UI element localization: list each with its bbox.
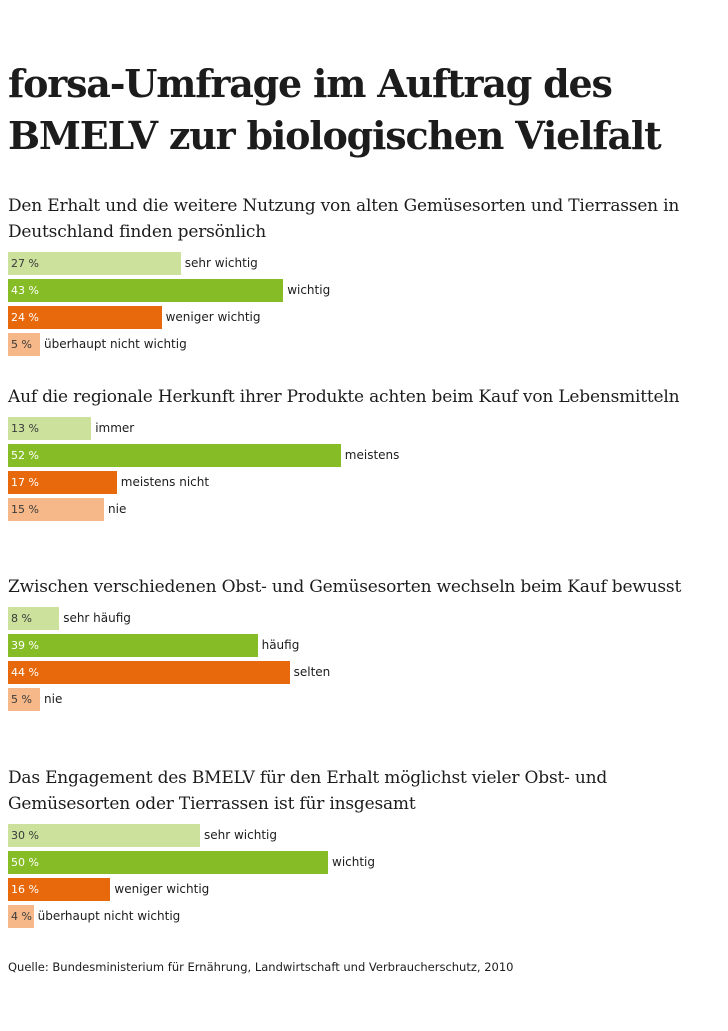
bar-row: 44 % selten — [8, 659, 723, 686]
bar: 13 % — [8, 417, 92, 440]
bar: 4 % — [8, 905, 34, 928]
value-label: 43 % — [11, 284, 39, 297]
bar-row: 13 % immer — [8, 415, 723, 442]
value-label: 39 % — [11, 639, 39, 652]
value-label: 13 % — [11, 422, 39, 435]
bar-row: 52 % meistens — [8, 442, 723, 469]
bar-list: 30 % sehr wichtig 50 % wichtig 16 % weniger w… — [8, 822, 723, 930]
question-1-title: Den Erhalt und die weitere Nutzung von a… — [8, 196, 680, 242]
bar: 27 % — [8, 252, 181, 275]
bar-list: 27 % sehr wichtig 43 % wichtig 24 % weniger w… — [8, 250, 723, 358]
category-label: immer — [95, 421, 135, 435]
bar-row: 30 % sehr wichtig — [8, 822, 723, 849]
category-label: wichtig — [332, 855, 376, 869]
value-label: 17 % — [11, 476, 39, 489]
bar-row: 27 % sehr wichtig — [8, 250, 723, 277]
chart-section-3: Zwischen verschiedenen Obst- und Gemüses… — [8, 574, 723, 713]
bar: 5 % — [8, 333, 40, 356]
category-label: selten — [293, 665, 331, 679]
value-label: 30 % — [11, 829, 39, 842]
value-label: 15 % — [11, 503, 39, 516]
bar: 16 % — [8, 878, 111, 901]
bar-row: 39 % häufig — [8, 632, 723, 659]
category-label: überhaupt nicht wichtig — [37, 909, 181, 923]
bar: 17 % — [8, 471, 117, 494]
value-label: 50 % — [11, 856, 39, 869]
bar: 30 % — [8, 824, 200, 847]
category-label: überhaupt nicht wichtig — [44, 337, 187, 351]
bar-row: 15 % nie — [8, 496, 723, 523]
value-label: 44 % — [11, 666, 39, 679]
value-label: 16 % — [11, 883, 39, 896]
category-label: nie — [44, 692, 63, 706]
bar-row: 17 % meistens nicht — [8, 469, 723, 496]
value-label: 5 % — [11, 338, 32, 351]
category-label: weniger wichtig — [165, 310, 261, 324]
bar: 39 % — [8, 634, 258, 657]
question-4-title: Das Engagement des BMELV für den Erhalt … — [8, 768, 608, 814]
bar: 24 % — [8, 306, 162, 329]
bar: 5 % — [8, 688, 40, 711]
category-label: weniger wichtig — [114, 882, 210, 896]
bar-list: 13 % immer 52 % meistens 17 % meistens nicht 1… — [8, 415, 723, 523]
category-label: nie — [108, 502, 127, 516]
bar-row: 50 % wichtig — [8, 849, 723, 876]
bar-row: 5 % überhaupt nicht wichtig — [8, 331, 723, 358]
value-label: 24 % — [11, 311, 39, 324]
value-label: 4 % — [11, 910, 32, 923]
bar: 44 % — [8, 661, 290, 684]
value-label: 27 % — [11, 257, 39, 270]
source-note: Quelle: Bundesministerium für Ernährung,… — [8, 960, 514, 974]
bar: 52 % — [8, 444, 341, 467]
bar: 15 % — [8, 498, 104, 521]
category-label: sehr häufig — [63, 611, 131, 625]
question-3-title: Zwischen verschiedenen Obst- und Gemüses… — [8, 577, 682, 597]
category-label: meistens — [344, 448, 400, 462]
value-label: 5 % — [11, 693, 32, 706]
category-label: sehr wichtig — [184, 256, 258, 270]
category-label: meistens nicht — [120, 475, 210, 489]
bar-row: 43 % wichtig — [8, 277, 723, 304]
bar: 43 % — [8, 279, 284, 302]
bar-list: 8 % sehr häufig 39 % häufig 44 % selten 5 % nie — [8, 605, 723, 713]
value-label: 8 % — [11, 612, 32, 625]
bar-row: 24 % weniger wichtig — [8, 304, 723, 331]
bar-row: 16 % weniger wichtig — [8, 876, 723, 903]
category-label: häufig — [261, 638, 300, 652]
page-title: forsa-Umfrage im Auftrag des BMELV zur b… — [8, 61, 662, 158]
chart-section-4: Das Engagement des BMELV für den Erhalt … — [8, 765, 723, 930]
bar-row: 8 % sehr häufig — [8, 605, 723, 632]
value-label: 52 % — [11, 449, 39, 462]
bar-row: 5 % nie — [8, 686, 723, 713]
bar-row: 4 % überhaupt nicht wichtig — [8, 903, 723, 930]
bar: 50 % — [8, 851, 328, 874]
question-2-title: Auf die regionale Herkunft ihrer Produkt… — [8, 387, 680, 407]
chart-section-1: Den Erhalt und die weitere Nutzung von a… — [8, 193, 723, 358]
category-label: wichtig — [287, 283, 331, 297]
chart-section-2: Auf die regionale Herkunft ihrer Produkt… — [8, 384, 723, 523]
bar: 8 % — [8, 607, 60, 630]
category-label: sehr wichtig — [204, 828, 277, 842]
